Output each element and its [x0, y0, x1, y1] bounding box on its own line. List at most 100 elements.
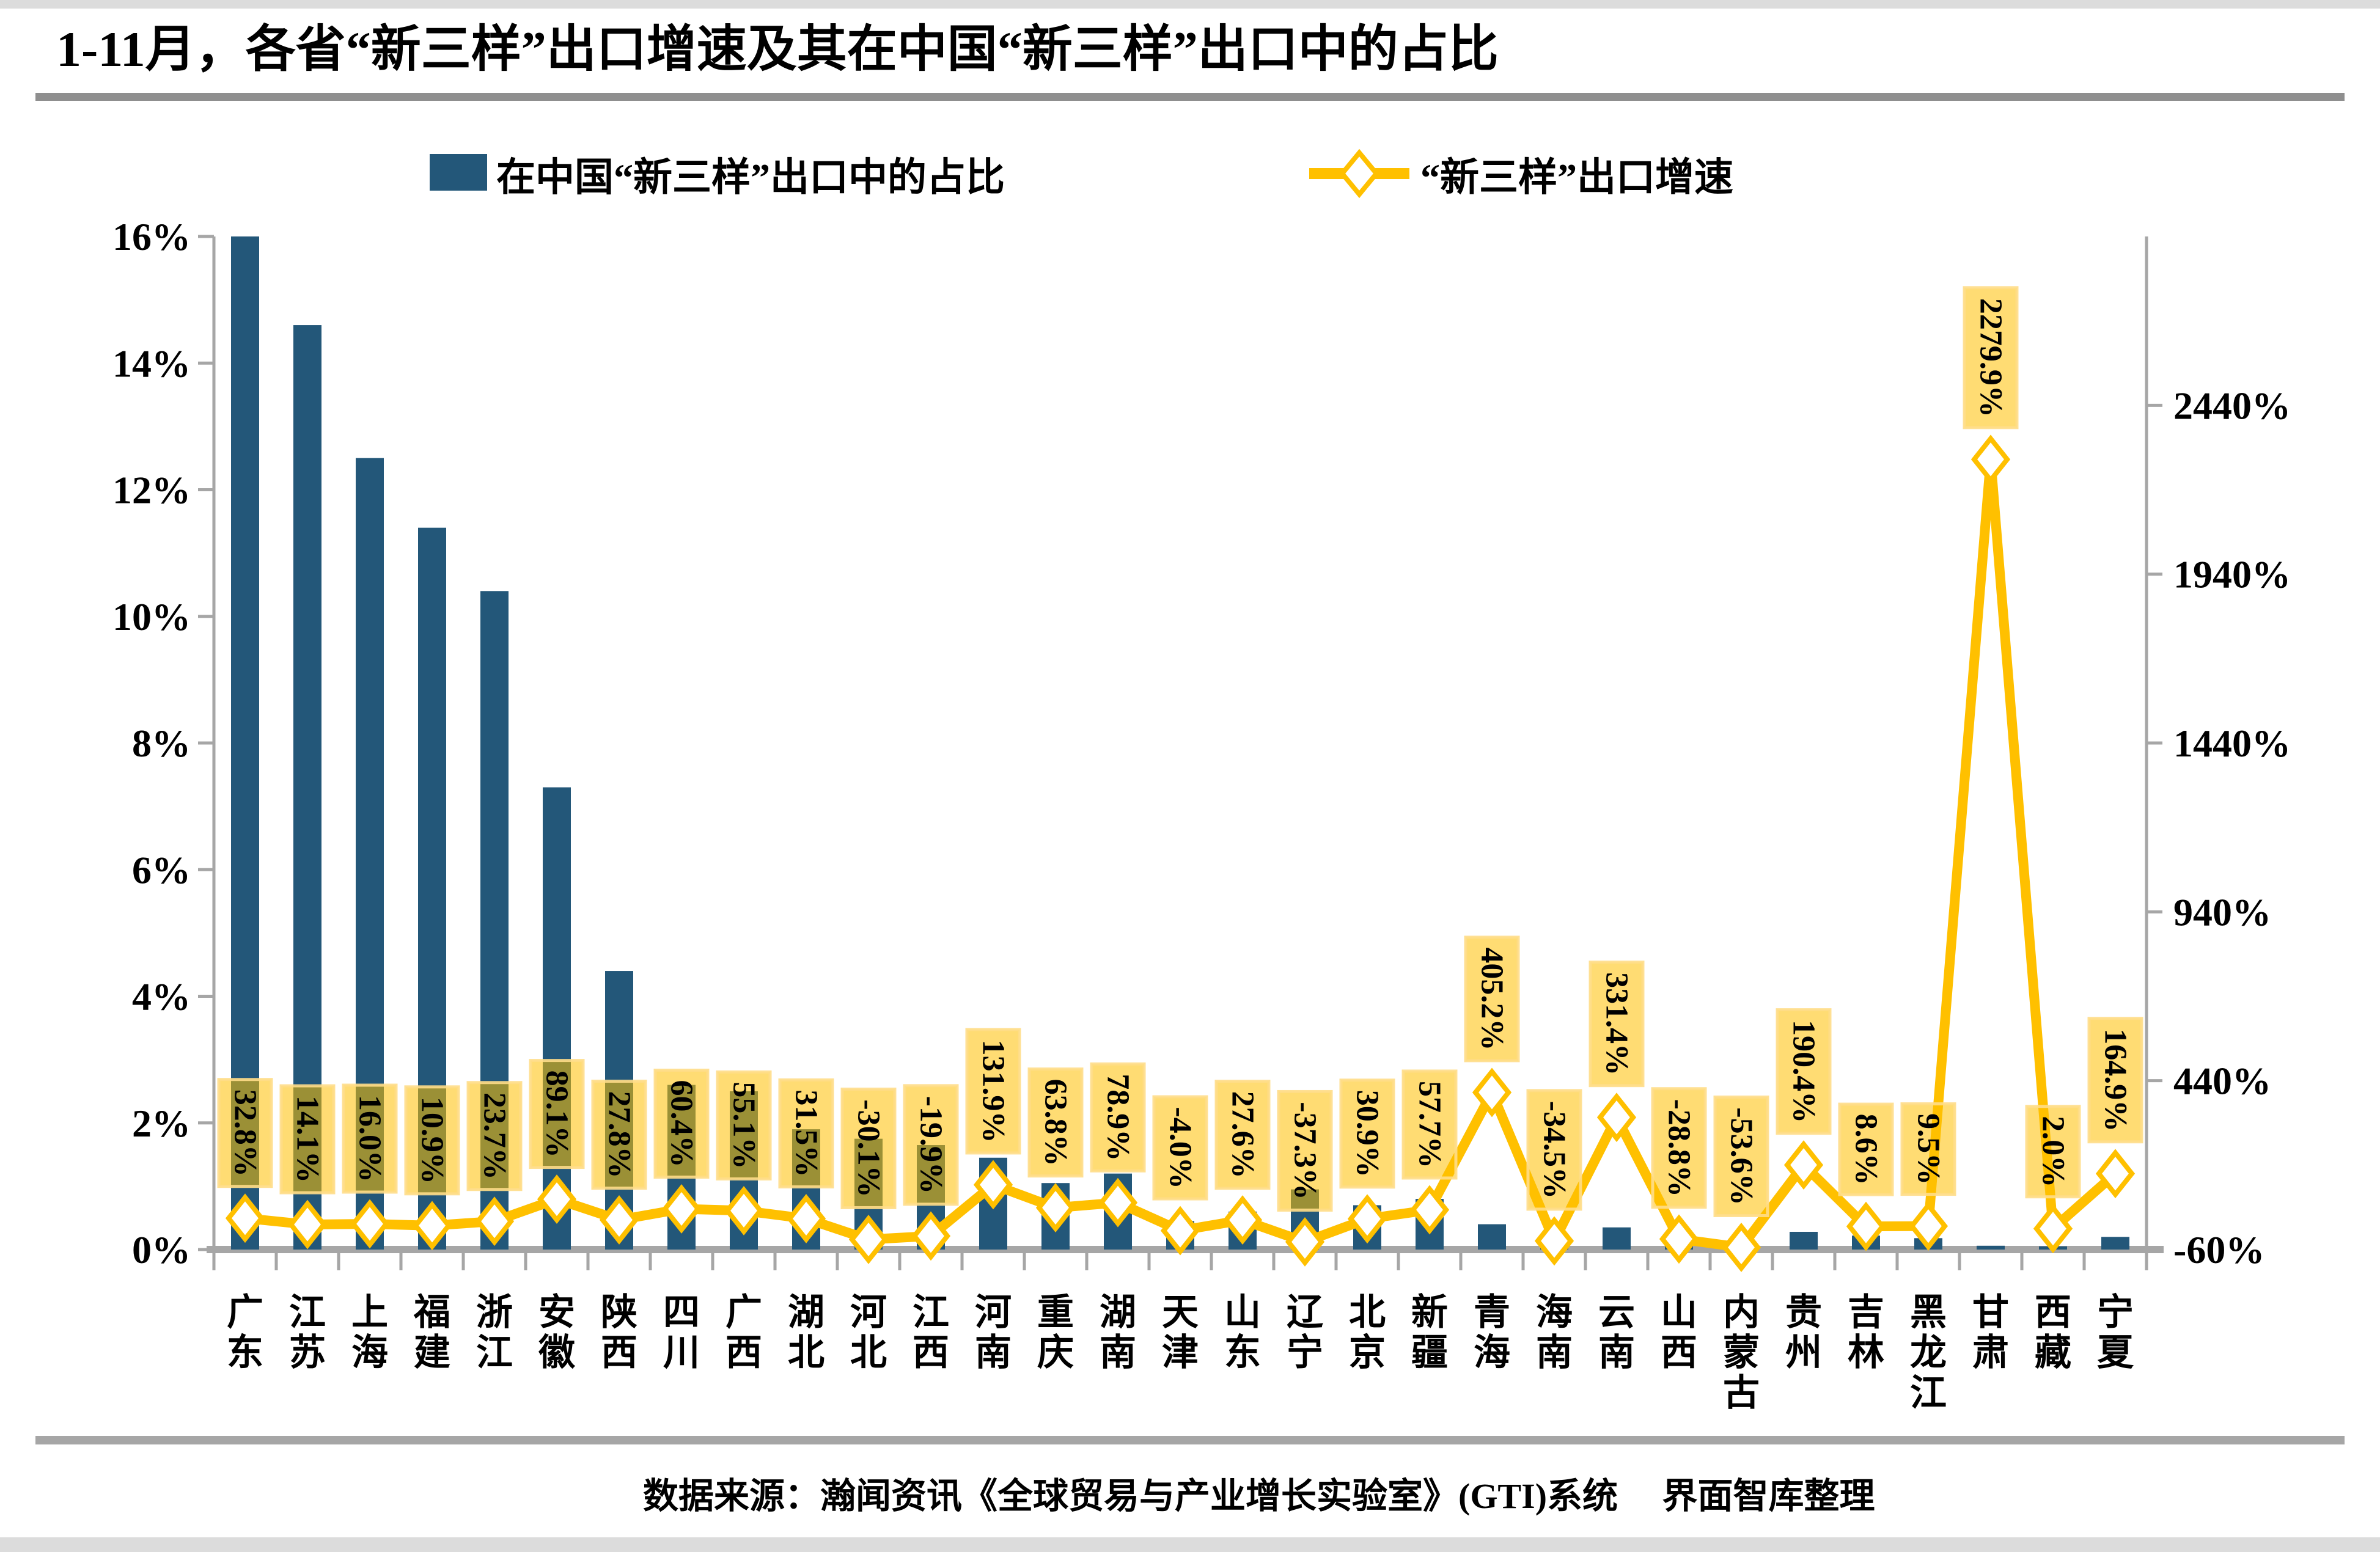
- left-axis-tick-label: 12%: [112, 469, 191, 512]
- growth-point-marker: [786, 1193, 826, 1243]
- left-axis-tick-label: 10%: [112, 595, 191, 639]
- growth-data-label: 55.1%: [727, 1082, 762, 1169]
- growth-data-label: 63.8%: [1038, 1079, 1073, 1166]
- x-category-label: 河北: [850, 1292, 887, 1373]
- growth-data-label: 78.9%: [1101, 1074, 1136, 1161]
- x-category-label: 新疆: [1411, 1292, 1448, 1373]
- x-category-label: 山西: [1661, 1292, 1697, 1373]
- growth-data-label-box: [965, 1028, 1021, 1155]
- right-axis-tick-label: 2440%: [2173, 384, 2291, 427]
- x-category-label: 湖北: [788, 1292, 825, 1373]
- legend-line-label: “新三样”出口增速: [1420, 156, 1733, 199]
- growth-data-label-box: [1401, 1069, 1458, 1180]
- legend: 在中国“新三样”出口中的占比 “新三样”出口增速: [430, 148, 1733, 199]
- x-category-label: 江苏: [289, 1292, 326, 1373]
- bar: [1478, 1224, 1506, 1250]
- growth-point-marker: [911, 1211, 951, 1261]
- growth-point-marker: [724, 1185, 764, 1235]
- growth-point-marker: [1347, 1194, 1387, 1244]
- right-axis-tick-label: -60%: [2173, 1228, 2264, 1272]
- bar: [1603, 1227, 1631, 1250]
- bar: [2101, 1237, 2129, 1250]
- growth-data-label-box: [1900, 1102, 1956, 1196]
- growth-point-marker: [1783, 1140, 1824, 1190]
- growth-data-label: -53.6%: [1724, 1107, 1759, 1205]
- growth-point-marker: [1659, 1214, 1699, 1264]
- x-category-label: 天津: [1162, 1292, 1199, 1373]
- right-axis-tick-label: 1440%: [2173, 722, 2291, 765]
- growth-point-marker: [661, 1184, 702, 1234]
- x-category-label: 广西: [725, 1292, 762, 1373]
- x-category-label: 青海: [1474, 1292, 1510, 1373]
- x-category-label: 福建: [413, 1292, 450, 1373]
- x-category-label: 陕西: [601, 1292, 637, 1373]
- growth-data-label: 10.9%: [415, 1097, 450, 1184]
- growth-point-marker: [1098, 1177, 1138, 1228]
- growth-data-label: 32.8%: [228, 1089, 263, 1177]
- growth-data-label-box: [778, 1078, 834, 1188]
- growth-data-label: 9.5%: [1911, 1113, 1946, 1185]
- growth-data-label: 31.5%: [789, 1089, 824, 1177]
- left-axis-tick-label: 16%: [112, 215, 191, 258]
- growth-data-label-box: [1090, 1062, 1146, 1173]
- right-axis-tick-label: 940%: [2173, 890, 2271, 934]
- title-underline: [35, 93, 2345, 101]
- growth-data-label-box: [1027, 1067, 1084, 1178]
- growth-data-label-box: [716, 1070, 772, 1180]
- growth-data-label: 131.9%: [976, 1039, 1011, 1143]
- legend-bar-label: 在中国“新三样”出口中的占比: [496, 156, 1005, 199]
- x-category-label: 江西: [913, 1292, 949, 1373]
- growth-data-label-box: [217, 1078, 273, 1188]
- x-category-label: 贵州: [1785, 1292, 1822, 1373]
- growth-data-label: -28.8%: [1662, 1099, 1697, 1197]
- growth-point-marker: [412, 1201, 452, 1251]
- x-category-label: 湖南: [1100, 1292, 1136, 1373]
- growth-data-label-box: [2087, 1017, 2143, 1144]
- growth-point-marker: [973, 1160, 1013, 1210]
- growth-data-label: 57.7%: [1412, 1081, 1447, 1168]
- growth-point-marker: [1160, 1206, 1200, 1256]
- growth-data-label-box: [653, 1068, 710, 1179]
- left-axis-tick-label: 2%: [132, 1102, 191, 1145]
- growth-data-label-box: [1963, 286, 2019, 430]
- growth-point-marker: [350, 1199, 390, 1249]
- growth-data-label: 27.8%: [602, 1091, 637, 1178]
- x-category-label: 山东: [1224, 1292, 1261, 1373]
- x-category-label: 安徽: [538, 1292, 576, 1373]
- growth-data-label-box: [1589, 961, 1645, 1088]
- growth-data-label-box: [1339, 1078, 1395, 1189]
- footer-rule: [35, 1436, 2345, 1444]
- growth-data-label: 405.2%: [1475, 947, 1510, 1050]
- x-category-label: 上海: [351, 1292, 388, 1373]
- source-note: 数据来源：瀚闻资讯《全球贸易与产业增长实验室》(GTI)系统 界面智库整理: [643, 1476, 1875, 1516]
- growth-data-label: 27.6%: [1225, 1091, 1260, 1179]
- growth-data-label-box: [2025, 1105, 2081, 1199]
- growth-data-label-box: [342, 1083, 398, 1194]
- growth-data-label-box: [1713, 1095, 1769, 1217]
- x-category-label: 吉林: [1848, 1292, 1884, 1373]
- x-category-label: 宁夏: [2097, 1292, 2134, 1373]
- x-category-label: 云南: [1598, 1292, 1635, 1373]
- left-axis-tick-label: 8%: [132, 722, 191, 765]
- x-category-label: 海南: [1536, 1292, 1573, 1373]
- bottom-edge-band: [0, 1537, 2380, 1552]
- right-axis-tick-label: 440%: [2173, 1060, 2271, 1103]
- growth-data-label-box: [1277, 1089, 1333, 1212]
- x-category-label: 河南: [975, 1292, 1012, 1373]
- growth-data-label: 14.1%: [290, 1096, 325, 1183]
- growth-data-label-box: [1776, 1008, 1832, 1135]
- x-category-label: 黑龙江: [1910, 1292, 1947, 1413]
- x-category-label: 甘肃: [1972, 1292, 2009, 1373]
- growth-point-marker: [1846, 1201, 1886, 1251]
- growth-data-label-box: [529, 1059, 585, 1169]
- growth-point-marker: [1721, 1223, 1761, 1272]
- x-category-label: 北京: [1349, 1292, 1386, 1373]
- x-category-label: 浙江: [476, 1292, 513, 1373]
- growth-data-label: -37.3%: [1288, 1102, 1323, 1199]
- growth-point-marker: [225, 1193, 265, 1243]
- growth-point-marker: [287, 1199, 328, 1250]
- growth-data-label-box: [591, 1079, 647, 1190]
- growth-data-label: 2.0%: [2036, 1116, 2071, 1187]
- growth-point-marker: [537, 1174, 577, 1224]
